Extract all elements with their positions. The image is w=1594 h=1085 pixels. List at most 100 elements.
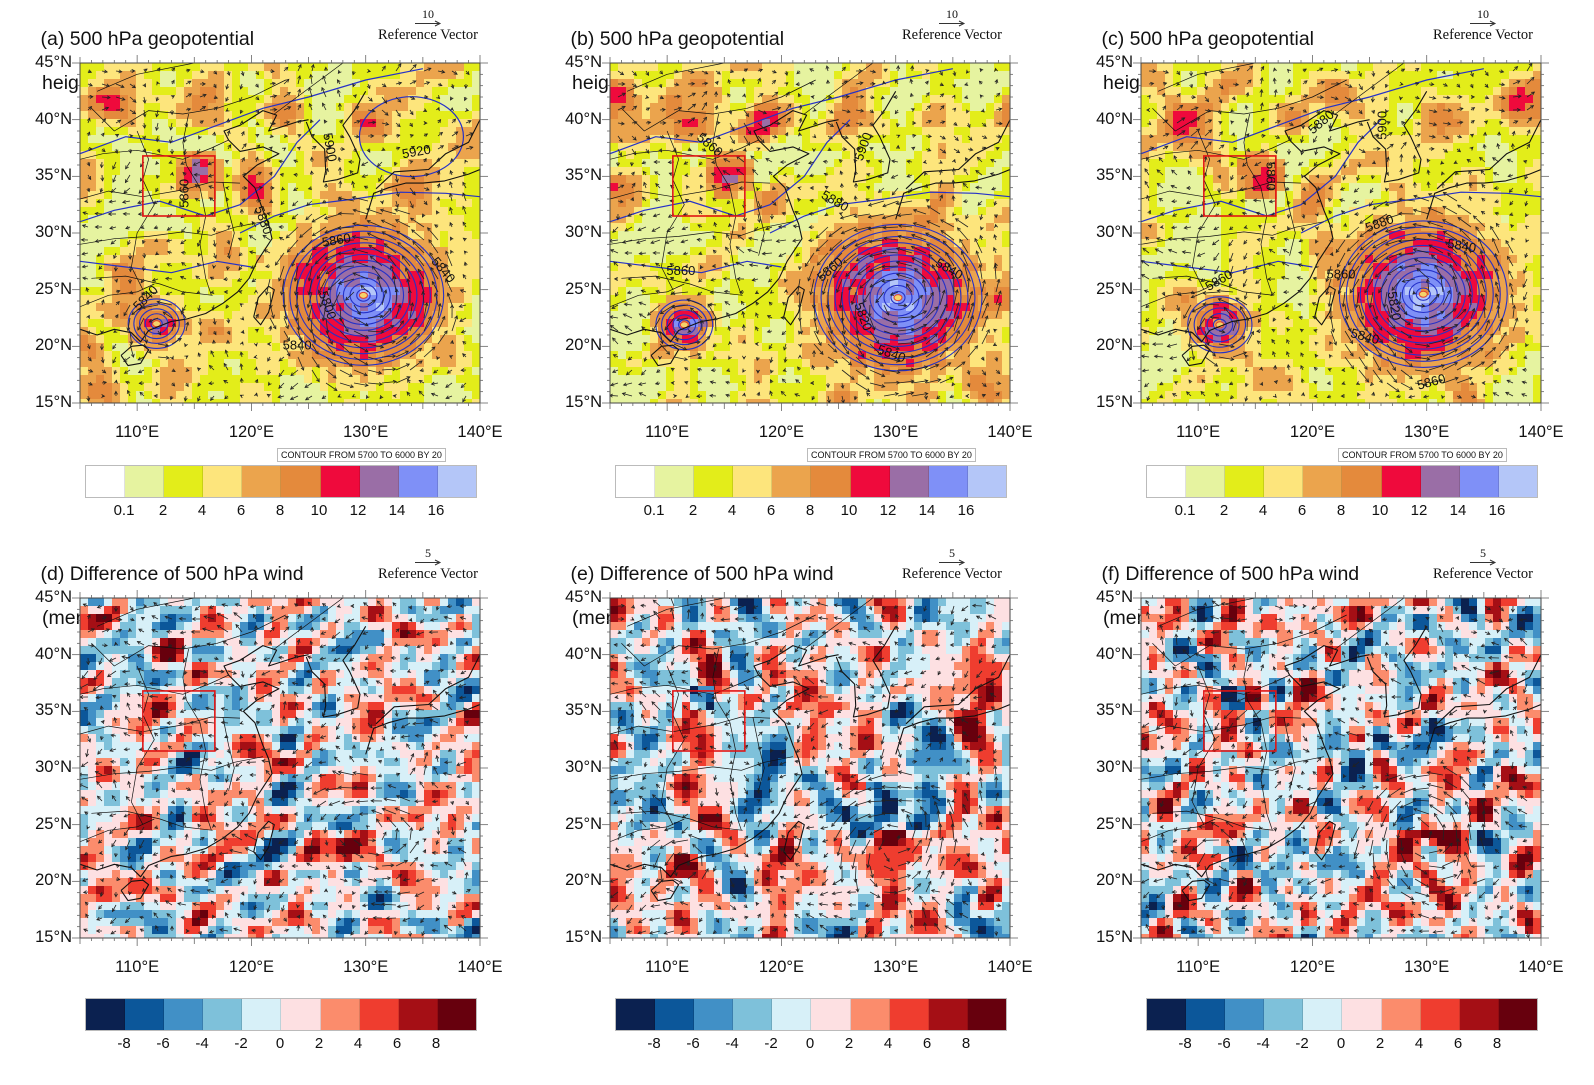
wind-arrow [944, 925, 955, 932]
wind-arrow [822, 878, 829, 886]
wind-arrow [1518, 825, 1528, 828]
wind-arrow [610, 382, 619, 386]
wind-arrow [729, 122, 735, 131]
wind-arrow [694, 747, 703, 750]
wind-arrow [437, 70, 445, 73]
wind-arrow [395, 219, 411, 228]
wind-arrow [797, 735, 801, 743]
wind-arrow [1504, 655, 1514, 659]
wind-arrow [1378, 800, 1388, 814]
wind-arrow [1232, 336, 1246, 345]
wind-arrow [185, 93, 192, 98]
wind-arrow [1175, 709, 1178, 719]
wind-arrow [995, 108, 1002, 111]
wind-arrow [1427, 279, 1430, 293]
panel-title-line1: (a) 500 hPa geopotential [41, 28, 255, 50]
wind-arrow [897, 304, 907, 307]
wind-arrow [823, 666, 829, 672]
wind-arrow [754, 226, 759, 232]
wind-arrow [961, 718, 969, 724]
wind-arrow [793, 835, 801, 841]
reference-vector-label: Reference Vector [378, 27, 478, 43]
wind-arrow [1307, 787, 1318, 790]
wind-arrow [794, 914, 801, 919]
wind-arrow [938, 276, 941, 293]
contour-line [855, 260, 941, 335]
wind-arrow [1190, 155, 1192, 163]
wind-arrow [437, 145, 444, 150]
wind-arrow [1414, 155, 1416, 163]
wind-arrow [979, 264, 983, 280]
wind-arrow [1190, 605, 1196, 611]
wind-arrow [663, 902, 675, 906]
wind-arrow [1162, 133, 1169, 137]
wind-arrow [367, 878, 377, 882]
wind-arrow [129, 83, 136, 89]
wind-arrow [805, 617, 815, 620]
wind-arrow [752, 278, 759, 281]
wind-arrow [152, 643, 159, 646]
wind-arrow [181, 226, 187, 233]
wind-arrow [650, 239, 661, 244]
wind-arrow [827, 330, 836, 345]
wind-arrow [404, 644, 411, 647]
wind-arrow [339, 839, 346, 846]
wind-arrow [1300, 904, 1304, 911]
wind-arrow [649, 917, 661, 921]
wind-arrow [1200, 391, 1206, 397]
wind-arrow [362, 174, 369, 178]
wind-arrow [446, 839, 453, 845]
wind-arrow [1204, 141, 1212, 150]
wind-arrow [1400, 878, 1411, 890]
wind-arrow [99, 657, 103, 665]
wind-arrow [778, 657, 787, 666]
wind-arrow [1367, 800, 1374, 811]
wind-arrow [779, 862, 787, 867]
wind-arrow [780, 670, 787, 674]
wind-arrow [1324, 813, 1332, 819]
wind-arrow [911, 234, 927, 241]
wind-arrow [1382, 826, 1388, 842]
wind-arrow [631, 105, 637, 111]
wind-arrow [1168, 249, 1178, 254]
wind-arrow [1310, 693, 1318, 698]
wind-arrow [1212, 680, 1220, 685]
wind-arrow [1271, 339, 1276, 345]
wind-arrow [1465, 837, 1472, 854]
wind-arrow [1145, 600, 1150, 607]
wind-arrow [766, 889, 773, 893]
wind-arrow [897, 722, 900, 730]
wind-arrow [1461, 677, 1472, 685]
wind-arrow [269, 82, 276, 85]
wind-arrow [1168, 862, 1178, 867]
wind-arrow [848, 278, 857, 290]
contour-line [133, 303, 180, 345]
wind-arrow [137, 654, 145, 659]
wind-arrow [757, 109, 767, 114]
wind-arrow [869, 239, 885, 243]
wind-arrow [137, 317, 145, 331]
wind-arrow [1170, 262, 1178, 267]
wind-arrow [1507, 256, 1514, 267]
contour-label: 5840 [283, 338, 312, 353]
wind-arrow [672, 304, 689, 308]
wind-arrow [639, 392, 647, 397]
wind-arrow [1365, 813, 1374, 826]
wind-arrow [445, 251, 453, 267]
wind-arrow [967, 315, 974, 332]
wind-arrow [1480, 280, 1486, 293]
wind-arrow [766, 878, 773, 880]
wind-arrow [1246, 331, 1254, 345]
wind-arrow [308, 304, 313, 321]
colorbar-swatch [86, 466, 126, 497]
colorbar-swatch [281, 999, 321, 1030]
contour-note: CONTOUR FROM 5700 TO 6000 BY 20 [807, 448, 976, 462]
wind-arrow [883, 317, 897, 325]
wind-arrow [1470, 308, 1475, 319]
wind-arrow [381, 341, 396, 345]
wind-arrow [287, 239, 299, 253]
wind-arrow [1344, 148, 1350, 155]
wind-arrow [818, 617, 829, 620]
wind-arrow [1220, 617, 1234, 620]
wind-arrow [1358, 161, 1361, 168]
